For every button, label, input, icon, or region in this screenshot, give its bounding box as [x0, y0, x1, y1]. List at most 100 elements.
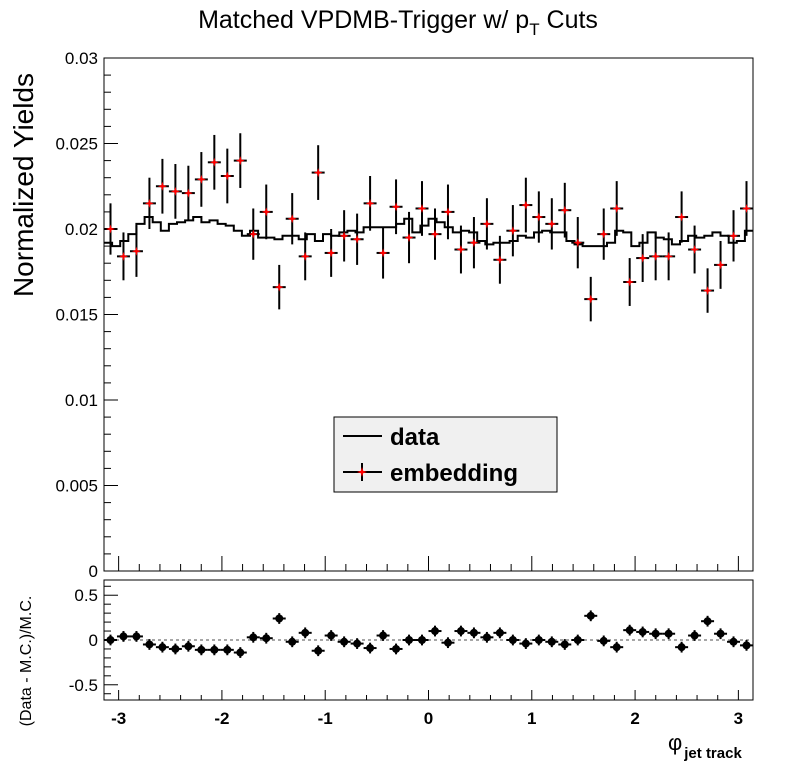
embedding-point	[259, 184, 273, 240]
ratio-point	[610, 641, 624, 653]
ratio-point	[701, 615, 715, 627]
data-histogram-line	[104, 216, 753, 248]
embedding-marker	[586, 294, 596, 304]
ratio-marker	[599, 636, 608, 645]
embedding-point	[104, 203, 117, 255]
ratio-marker	[521, 639, 530, 648]
embedding-marker	[274, 282, 284, 292]
legend-embedding-label: embedding	[390, 460, 518, 487]
bottom-xtick-label: 1	[527, 709, 536, 728]
embedding-point	[324, 229, 338, 277]
ratio-point	[545, 636, 559, 648]
top-ytick-label: 0.025	[55, 135, 98, 154]
ratio-marker	[405, 636, 414, 644]
embedding-point	[142, 177, 156, 229]
embedding-point	[649, 232, 663, 281]
ratio-marker	[288, 637, 297, 646]
embedding-marker	[183, 188, 193, 198]
ratio-marker	[508, 636, 517, 644]
ratio-point	[298, 627, 312, 639]
ratio-point	[415, 634, 429, 646]
ratio-point	[233, 647, 247, 658]
embedding-point	[532, 191, 546, 243]
embedding-marker	[235, 156, 245, 166]
ratio-marker	[106, 636, 115, 644]
embedding-point	[623, 258, 637, 306]
embedding-marker	[664, 251, 674, 261]
bottom-ytick-label: 0.5	[74, 586, 98, 605]
embedding-marker	[521, 200, 531, 210]
ratio-marker	[119, 632, 128, 641]
ratio-marker	[314, 646, 323, 655]
embedding-marker	[287, 214, 297, 224]
ratio-marker	[495, 628, 504, 637]
top-ytick-label: 0.01	[65, 391, 98, 410]
ratio-point	[623, 624, 637, 636]
embedding-point	[675, 191, 689, 243]
bottom-xtick-label: 0	[424, 709, 433, 728]
embedding-marker	[677, 212, 687, 222]
embedding-point	[233, 133, 247, 188]
ratio-marker	[379, 631, 388, 640]
ratio-marker	[456, 627, 465, 636]
embedding-point	[636, 234, 650, 283]
ratio-point	[740, 640, 753, 651]
ratio-marker	[340, 637, 349, 646]
ratio-point	[272, 613, 286, 624]
ratio-point	[363, 642, 377, 654]
embedding-marker	[157, 181, 167, 191]
top-ytick-label: 0.03	[65, 49, 98, 68]
embedding-marker	[729, 231, 738, 241]
ratio-marker	[677, 643, 686, 652]
embedding-point	[363, 175, 377, 231]
embedding-marker	[534, 212, 544, 222]
embedding-marker	[690, 245, 700, 254]
embedding-point	[389, 179, 403, 235]
ratio-marker	[184, 642, 193, 651]
embedding-marker	[378, 248, 388, 258]
ratio-marker	[638, 627, 647, 636]
ratio-point	[467, 627, 481, 639]
embedding-point	[207, 134, 221, 190]
embedding-marker	[119, 251, 128, 261]
ratio-point	[727, 636, 741, 648]
embedding-marker	[612, 204, 622, 213]
embedding-point	[610, 181, 624, 236]
embedding-marker	[742, 204, 751, 213]
top-ylabel: Normalized Yields	[8, 73, 39, 297]
embedding-marker	[313, 168, 323, 178]
embedding-marker	[365, 198, 375, 208]
bottom-ytick-label: -0.5	[69, 676, 98, 695]
ratio-point	[428, 625, 442, 637]
embedding-point	[298, 232, 312, 281]
embedding-marker	[573, 238, 583, 248]
ratio-point	[129, 631, 143, 642]
bottom-ylabel: (Data - M.C.)/M.C.	[18, 596, 35, 727]
ratio-marker	[353, 639, 362, 648]
ratio-point	[194, 644, 208, 656]
ratio-marker	[430, 627, 439, 636]
embedding-marker	[482, 219, 492, 229]
ratio-marker	[132, 632, 141, 641]
embedding-marker	[430, 229, 440, 239]
ratio-marker	[236, 648, 245, 657]
chart-title-main: Matched VPDMB-Trigger w/ p	[198, 6, 529, 34]
embedding-point	[506, 205, 520, 257]
embedding-marker	[261, 207, 271, 217]
embedding-point	[454, 225, 468, 274]
ratio-marker	[249, 633, 258, 642]
ratio-point	[480, 631, 494, 643]
embedding-point	[311, 145, 325, 200]
embedding-point	[402, 211, 416, 264]
ratio-marker	[158, 643, 167, 652]
embedding-marker	[599, 229, 609, 239]
ratio-marker	[651, 629, 660, 638]
ratio-marker	[729, 637, 738, 646]
ratio-point	[675, 641, 689, 653]
ratio-point	[311, 645, 325, 657]
embedding-marker	[469, 238, 479, 248]
embedding-marker	[300, 251, 310, 261]
ratio-marker	[586, 611, 595, 620]
ratio-point	[402, 634, 416, 646]
embedding-marker	[404, 233, 414, 243]
